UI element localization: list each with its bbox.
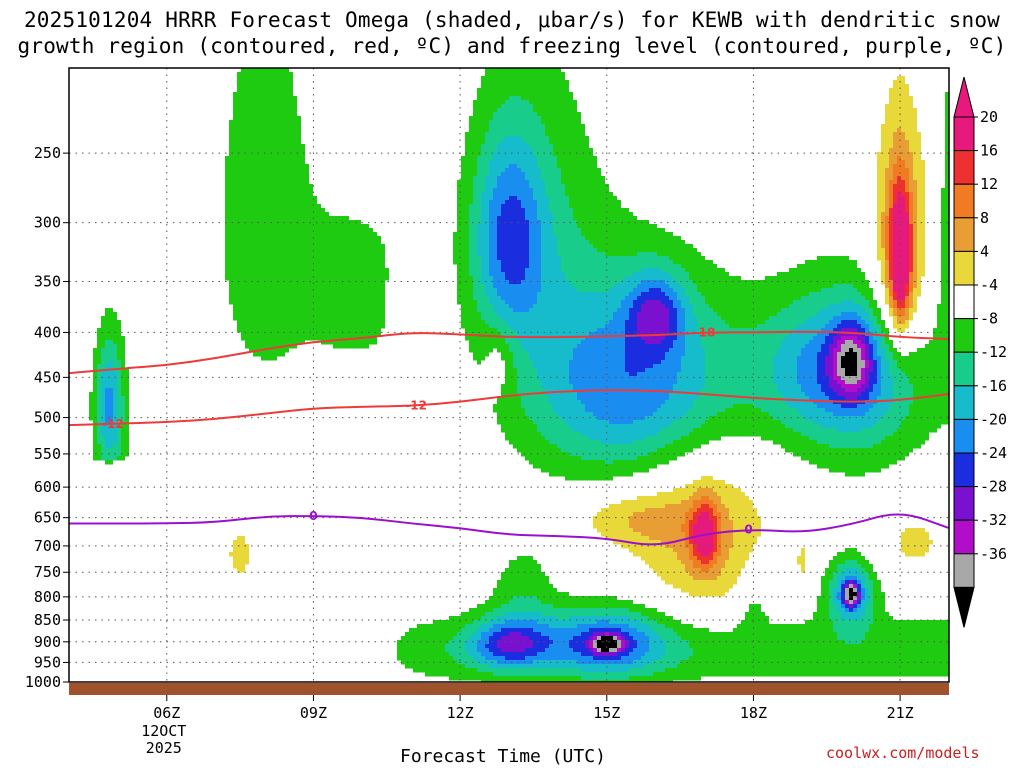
y-tick-label-1000: 1000 [25,673,61,691]
y-tick-label-900: 900 [34,633,61,651]
contour-label-2-1: 0 [744,523,752,537]
omega-shading [89,68,949,682]
colorbar-label-13: -36 [980,545,1007,563]
contour-1 [69,389,949,427]
temperature-contours: -18 -12 -12 0 0 [69,325,949,546]
x-tick-label-21Z: 21Z [887,704,914,722]
colorbar-label-6: -8 [980,310,998,328]
y-tick-label-650: 650 [34,509,61,527]
x-tick-label-15Z: 15Z [593,704,620,722]
colorbar-bottom-arrow [953,586,975,628]
x-tick-label-12Z: 12Z [447,704,474,722]
colorbar-label-1: 16 [980,142,998,160]
colorbar-swatch-3 [953,217,975,252]
colorbar: 20 16 12 8 4 -4 -8 -12 -16 -20 -24 -28 -32 -36 [953,76,1007,628]
x-tick-extra-0: 12OCT [141,722,186,740]
y-tick-label-500: 500 [34,409,61,427]
x-axis-label: Forecast Time (UTC) [400,746,606,767]
colorbar-swatch-8 [953,385,975,420]
colorbar-label-5: -4 [980,276,998,294]
colorbar-swatch-6 [953,318,975,353]
colorbar-swatch-0 [953,116,975,152]
colorbar-label-7: -12 [980,343,1007,361]
axes: 250 300 350 400 450 500 550 600 650 700 750 800 850 9… [25,67,950,757]
y-tick-label-250: 250 [34,144,61,162]
y-tick-label-350: 350 [34,272,61,290]
ground-strip [69,683,949,695]
y-tick-label-450: 450 [34,368,61,386]
contour-0 [69,330,949,375]
y-tick-label-750: 750 [34,563,61,581]
contour-label-2-0: 0 [309,509,317,523]
colorbar-swatch-12 [953,519,975,555]
colorbar-label-2: 12 [980,175,998,193]
colorbar-swatch-7 [953,351,975,387]
colorbar-swatch-11 [953,486,975,521]
plot-frame [68,67,950,683]
y-tick-label-850: 850 [34,611,61,629]
colorbar-label-3: 8 [980,209,989,227]
colorbar-swatch-10 [953,452,975,488]
contour-label-0-0: -18 [694,325,716,339]
colorbar-top-arrow [953,76,975,118]
colorbar-label-8: -16 [980,377,1007,395]
colorbar-label-12: -32 [980,511,1007,529]
colorbar-label-0: 20 [980,108,998,126]
colorbar-label-10: -24 [980,444,1007,462]
colorbar-swatch-9 [953,418,975,454]
colorbar-swatch-1 [953,150,975,185]
y-tick-label-800: 800 [34,588,61,606]
colorbar-swatch-4 [953,250,975,286]
x-tick-label-06Z: 06Z [153,704,180,722]
credit-link[interactable]: coolwx.com/models [826,744,980,762]
colorbar-label-11: -28 [980,478,1007,496]
y-tick-label-600: 600 [34,478,61,496]
y-tick-label-550: 550 [34,445,61,463]
x-tick-label-09Z: 09Z [300,704,327,722]
y-tick-label-300: 300 [34,214,61,232]
x-tick-extra-1: 2025 [146,739,182,757]
colorbar-swatch-13 [953,553,975,588]
colorbar-swatch-5 [953,284,975,320]
y-tick-label-950: 950 [34,653,61,671]
colorbar-swatch-2 [953,183,975,219]
x-tick-label-18Z: 18Z [740,704,767,722]
y-tick-label-700: 700 [34,537,61,555]
contour-label-1-1: -12 [405,399,427,413]
chart-title-line2: growth region (contoured, red, ºC) and f… [17,34,1007,58]
colorbar-label-4: 4 [980,242,989,260]
contour-label-1-0: -12 [102,417,124,431]
colorbar-label-9: -20 [980,410,1007,428]
ground-surface [69,683,949,695]
contour-2 [69,513,949,546]
chart-title-line1: 2025101204 HRRR Forecast Omega (shaded, … [23,8,1001,32]
y-tick-label-400: 400 [34,323,61,341]
